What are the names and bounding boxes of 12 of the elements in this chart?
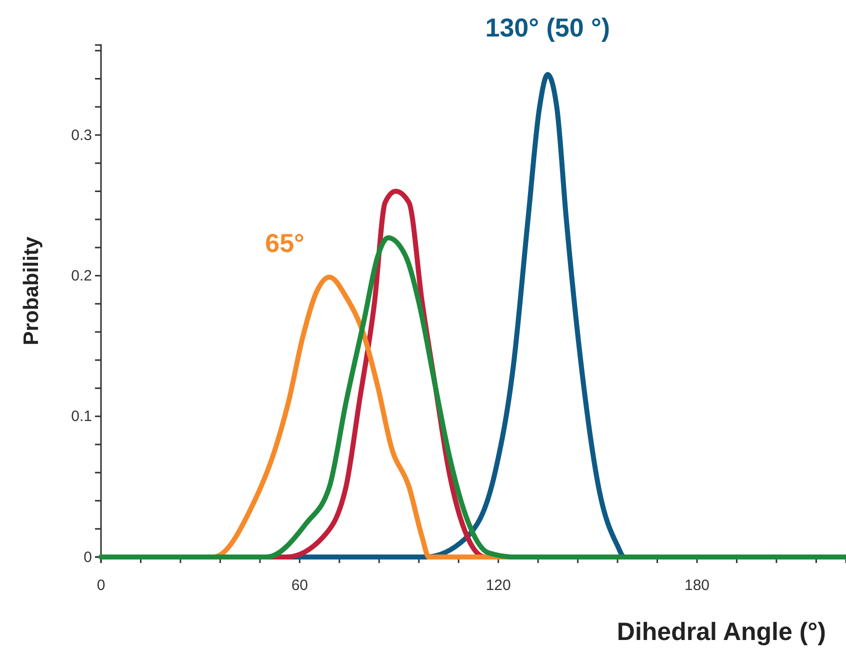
y-axis-title: Probability <box>20 236 43 346</box>
series-label: 65° <box>265 228 304 258</box>
y-tick-label: 0 <box>84 548 92 566</box>
x-tick-label: 180 <box>684 577 710 594</box>
y-tick-label: 0.2 <box>71 267 92 284</box>
x-axis-title: Dihedral Angle (°) <box>616 618 826 646</box>
y-tick-label: 0.3 <box>71 126 92 144</box>
series-label: 130° (50 °) <box>485 12 610 43</box>
y-tick-label: 0.1 <box>71 408 92 426</box>
x-tick-label: 0 <box>96 577 106 594</box>
x-tick-label: 60 <box>291 577 308 594</box>
x-tick-label: 120 <box>486 577 511 594</box>
